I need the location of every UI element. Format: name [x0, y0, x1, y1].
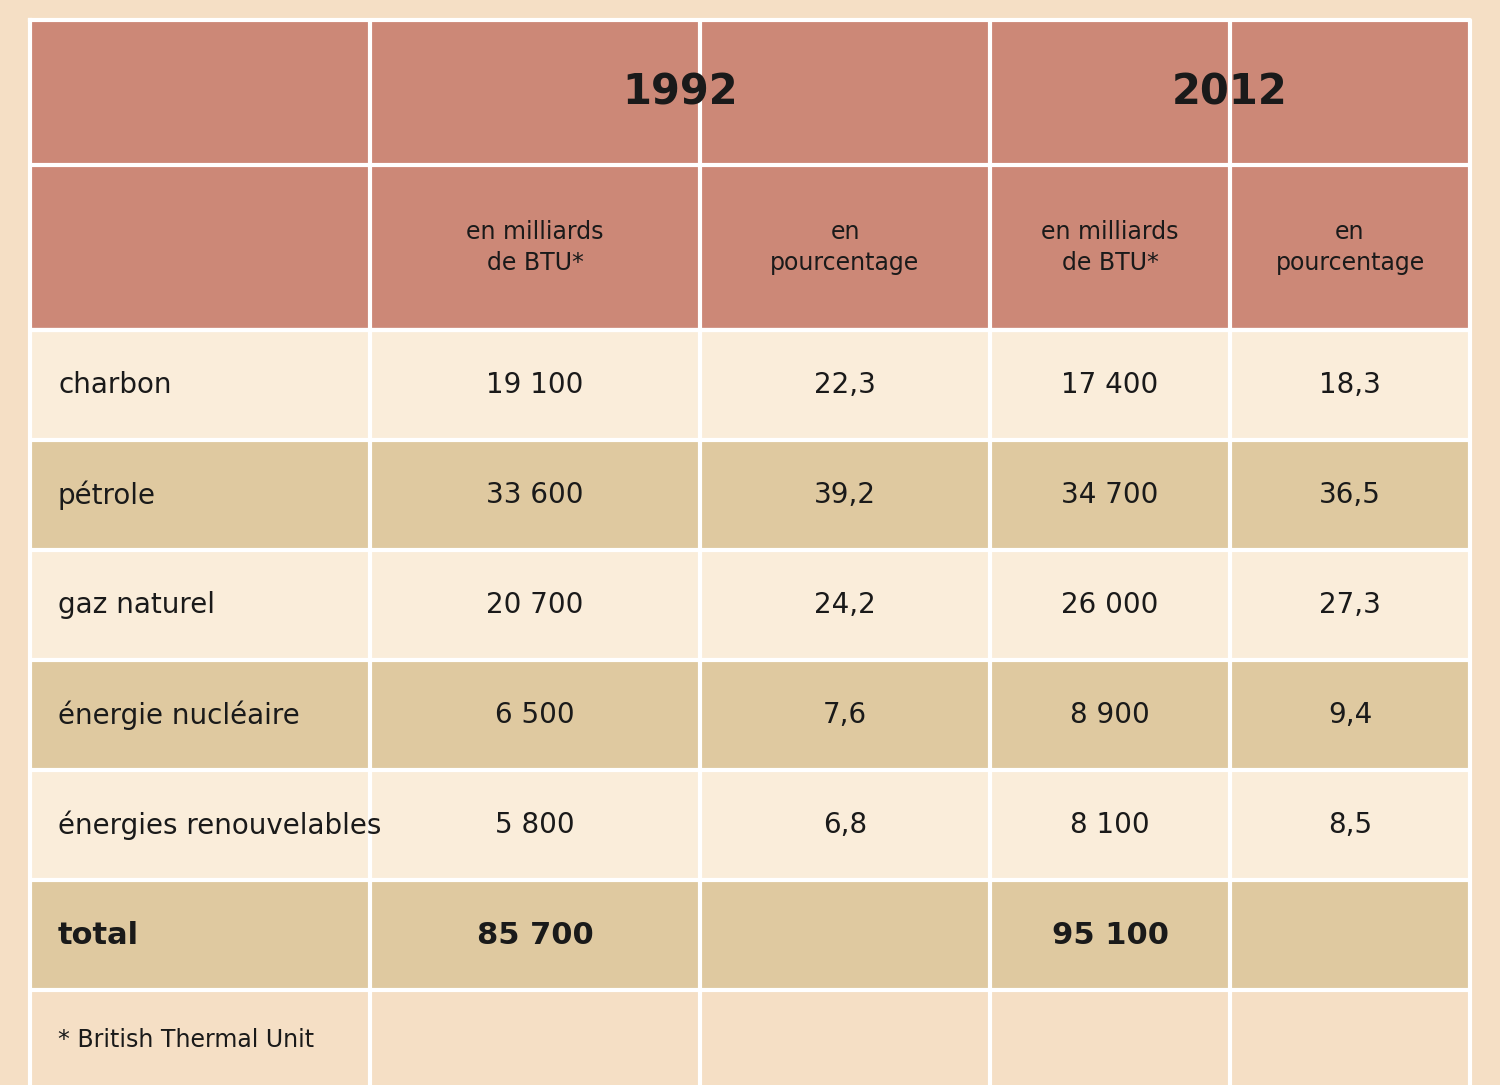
Text: 18,3: 18,3 [1318, 371, 1382, 399]
Text: 27,3: 27,3 [1318, 591, 1382, 620]
Text: charbon: charbon [58, 371, 171, 399]
Text: gaz naturel: gaz naturel [58, 591, 214, 620]
Text: 8,5: 8,5 [1328, 810, 1372, 839]
Text: 19 100: 19 100 [486, 371, 584, 399]
Text: 39,2: 39,2 [815, 481, 876, 509]
Text: 6 500: 6 500 [495, 701, 574, 729]
Text: 5 800: 5 800 [495, 810, 574, 839]
Text: en milliards
de BTU*: en milliards de BTU* [466, 219, 603, 276]
FancyBboxPatch shape [30, 770, 1470, 880]
FancyBboxPatch shape [30, 550, 1470, 660]
FancyBboxPatch shape [30, 20, 1470, 165]
Text: énergies renouvelables: énergies renouvelables [58, 810, 381, 840]
Text: 7,6: 7,6 [824, 701, 867, 729]
FancyBboxPatch shape [370, 165, 1470, 330]
Text: 22,3: 22,3 [815, 371, 876, 399]
FancyBboxPatch shape [30, 330, 1470, 441]
Text: pétrole: pétrole [58, 481, 156, 510]
Text: 26 000: 26 000 [1062, 591, 1158, 620]
Text: 6,8: 6,8 [824, 810, 867, 839]
Text: 85 700: 85 700 [477, 920, 594, 949]
FancyBboxPatch shape [30, 880, 1470, 990]
FancyBboxPatch shape [30, 441, 1470, 550]
Text: total: total [58, 920, 140, 949]
Text: * British Thermal Unit: * British Thermal Unit [58, 1027, 314, 1052]
Text: 24,2: 24,2 [815, 591, 876, 620]
Text: en
pourcentage: en pourcentage [1275, 219, 1425, 276]
Text: 1992: 1992 [622, 72, 738, 114]
Text: 9,4: 9,4 [1328, 701, 1372, 729]
Text: 2012: 2012 [1172, 72, 1288, 114]
FancyBboxPatch shape [30, 20, 1470, 1085]
FancyBboxPatch shape [30, 990, 1470, 1085]
FancyBboxPatch shape [30, 165, 370, 330]
Text: en
pourcentage: en pourcentage [771, 219, 920, 276]
Text: 17 400: 17 400 [1062, 371, 1158, 399]
Text: 8 900: 8 900 [1070, 701, 1150, 729]
Text: énergie nucléaire: énergie nucléaire [58, 700, 300, 730]
Text: 95 100: 95 100 [1052, 920, 1168, 949]
Text: 33 600: 33 600 [486, 481, 584, 509]
Text: en milliards
de BTU*: en milliards de BTU* [1041, 219, 1179, 276]
Text: 8 100: 8 100 [1070, 810, 1150, 839]
Text: 34 700: 34 700 [1062, 481, 1158, 509]
Text: 36,5: 36,5 [1318, 481, 1382, 509]
Text: 20 700: 20 700 [486, 591, 584, 620]
FancyBboxPatch shape [30, 660, 1470, 770]
